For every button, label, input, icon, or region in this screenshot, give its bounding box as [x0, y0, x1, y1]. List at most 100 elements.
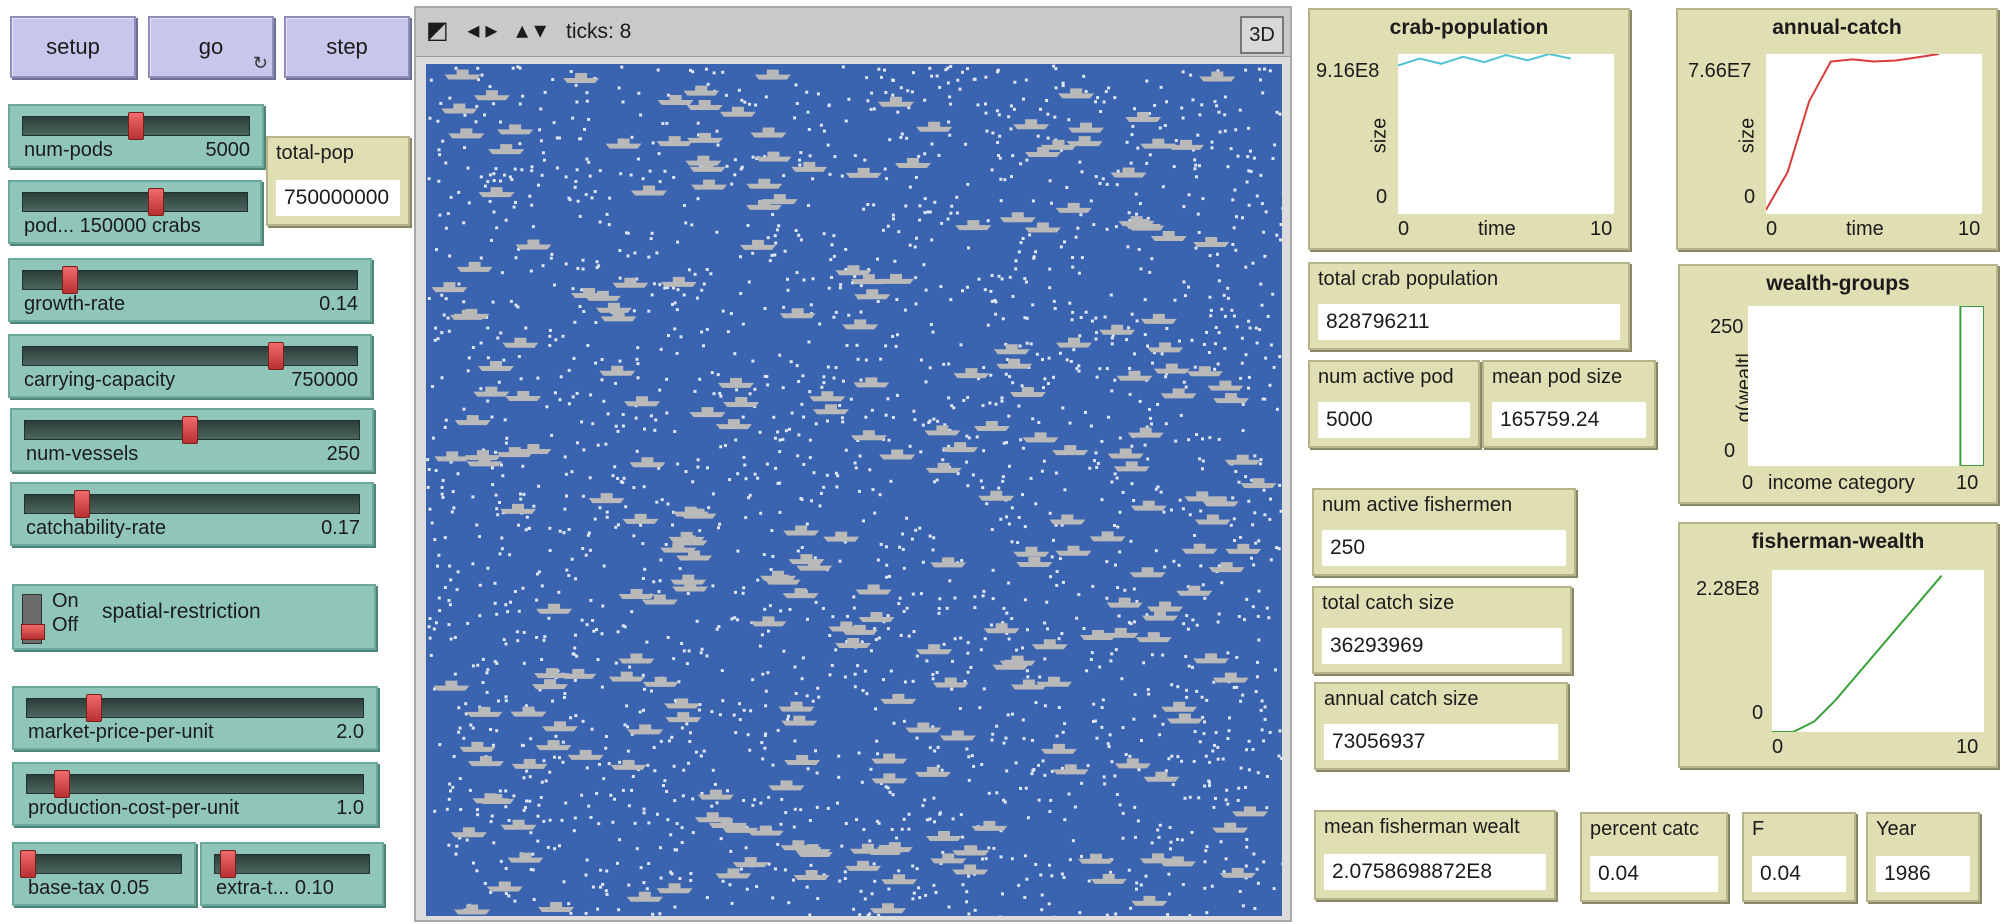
monitor-value: 0.04	[1752, 856, 1846, 892]
slider-value: 0.14	[319, 293, 358, 315]
switch-knob[interactable]	[21, 624, 45, 640]
slider-label: num-vessels	[26, 443, 139, 465]
monitor-value: 73056937	[1324, 724, 1558, 760]
slider-thumb[interactable]	[62, 266, 78, 294]
plot-area	[1765, 53, 1982, 214]
annual-catch-chart	[1765, 53, 1939, 211]
slider-label: pod... 150000 crabs	[24, 215, 201, 237]
plot-title: crab-population	[1389, 16, 1549, 39]
ocean-canvas[interactable]	[426, 64, 1282, 916]
monitor-value: 0.04	[1590, 856, 1718, 892]
pod-size-slider[interactable]: pod... 150000 crabs	[8, 180, 262, 244]
plot-ymin: 0	[1744, 186, 1756, 208]
monitor-label: num active pod	[1318, 366, 1454, 388]
percent-catch-monitor: percent catc 0.04	[1580, 812, 1728, 902]
plot-ymax: 9.16E8	[1316, 60, 1380, 82]
num-vessels-slider[interactable]: num-vessels 250	[10, 408, 374, 472]
slider-label: production-cost-per-unit	[28, 797, 240, 819]
plot-ylabel: size	[1368, 117, 1391, 154]
plot-xmax: 10	[1590, 218, 1613, 240]
spatial-restriction-switch[interactable]: On Off spatial-restriction	[12, 584, 376, 650]
go-button[interactable]: go ↻	[148, 16, 274, 78]
slider-thumb[interactable]	[20, 850, 36, 878]
monitor-label: mean fisherman wealt	[1324, 816, 1520, 838]
slider-thumb[interactable]	[54, 770, 70, 798]
plot-xmax: 10	[1956, 736, 1979, 758]
slider-label: base-tax 0.05	[28, 877, 150, 899]
plot-ymax: 7.66E7	[1688, 60, 1752, 82]
production-cost-slider[interactable]: production-cost-per-unit 1.0	[12, 762, 378, 826]
plot-xmin: 0	[1398, 218, 1410, 240]
switch-off-label: Off	[52, 614, 79, 636]
slider-value: 2.0	[336, 721, 364, 743]
plot-ymin: 0	[1752, 702, 1764, 724]
slider-thumb[interactable]	[86, 694, 102, 722]
plot-title: fisherman-wealth	[1751, 530, 1925, 553]
year-monitor: Year 1986	[1866, 812, 1980, 902]
catchability-rate-slider[interactable]: catchability-rate 0.17	[10, 482, 374, 546]
plot-ymin: 0	[1376, 186, 1388, 208]
annual-catch-plot: annual-catch 7.66E7 0 size 0 time 10	[1676, 8, 1998, 250]
3d-view-button[interactable]: 3D	[1240, 16, 1284, 54]
annual-catch-size-monitor: annual catch size 73056937	[1314, 682, 1568, 770]
plot-ymax: 2.28E8	[1696, 578, 1760, 600]
slider-thumb[interactable]	[182, 416, 198, 444]
slider-value: 250	[326, 443, 360, 465]
monitor-value: 828796211	[1318, 304, 1620, 340]
slider-thumb[interactable]	[148, 188, 164, 216]
histogram-bar	[1959, 305, 1985, 467]
plot-title: wealth-groups	[1766, 272, 1910, 295]
monitor-label: annual catch size	[1324, 688, 1479, 710]
total-pop-monitor: total-pop 750000000	[266, 136, 410, 226]
setup-button[interactable]: setup	[10, 16, 136, 78]
monitor-label: mean pod size	[1492, 366, 1623, 388]
plot-xmax: 10	[1956, 472, 1979, 494]
mean-pod-size-monitor: mean pod size 165759.24	[1482, 360, 1656, 448]
fisherman-wealth-chart	[1772, 575, 1943, 733]
plot-area	[1772, 570, 1984, 733]
monitor-label: F	[1752, 818, 1765, 840]
view-nav-icons[interactable]: ◩ ◂▸ ▴▾	[426, 17, 553, 44]
plot-xlabel: time	[1478, 218, 1516, 240]
carrying-capacity-slider[interactable]: carrying-capacity 750000	[8, 334, 372, 398]
market-price-slider[interactable]: market-price-per-unit 2.0	[12, 686, 378, 750]
slider-thumb[interactable]	[74, 490, 90, 518]
wealth-groups-chart	[1959, 305, 1985, 467]
slider-track	[26, 774, 364, 794]
growth-rate-slider[interactable]: growth-rate 0.14	[8, 258, 372, 322]
series-line	[1772, 575, 1943, 733]
go-label: go	[198, 34, 224, 59]
slider-label: catchability-rate	[26, 517, 167, 539]
slider-value: 1.0	[336, 797, 364, 819]
forever-icon: ↻	[252, 53, 268, 73]
slider-track	[22, 346, 358, 366]
slider-thumb[interactable]	[268, 342, 284, 370]
num-pods-slider[interactable]: num-pods 5000	[8, 104, 264, 168]
series-line	[1765, 53, 1939, 211]
step-button[interactable]: step	[284, 16, 410, 78]
monitor-value: 750000000	[276, 180, 400, 216]
slider-label: growth-rate	[24, 293, 126, 315]
f-monitor: F 0.04	[1742, 812, 1856, 902]
plot-area	[1397, 52, 1614, 214]
world-view[interactable]: ◩ ◂▸ ▴▾ ticks: 8 3D	[414, 6, 1292, 922]
fisherman-wealth-plot: fisherman-wealth 2.28E8 0 0 10	[1678, 522, 1998, 768]
monitor-value: 2.0758698872E8	[1324, 854, 1546, 890]
slider-label: carrying-capacity	[24, 369, 176, 391]
base-tax-slider[interactable]: base-tax 0.05	[12, 842, 196, 906]
plot-ymax: 250	[1710, 316, 1744, 338]
monitor-label: total catch size	[1322, 592, 1455, 614]
slider-value: 750000	[291, 369, 358, 391]
slider-value: 0.17	[321, 517, 360, 539]
slider-thumb[interactable]	[220, 850, 236, 878]
total-crab-population-monitor: total crab population 828796211	[1308, 262, 1630, 350]
view-toolbar: ◩ ◂▸ ▴▾ ticks: 8 3D	[416, 8, 1290, 57]
wealth-groups-plot: wealth-groups 250 0 g(wealt| 0 income ca…	[1678, 264, 1998, 504]
extra-tax-slider[interactable]: extra-t... 0.10	[200, 842, 384, 906]
monitor-value: 250	[1322, 530, 1566, 566]
ticks-counter: ticks: 8	[566, 20, 632, 43]
num-active-fishermen-monitor: num active fishermen 250	[1312, 488, 1576, 576]
switch-label: spatial-restriction	[102, 600, 261, 623]
slider-thumb[interactable]	[128, 112, 144, 140]
crab-population-chart	[1397, 52, 1572, 67]
